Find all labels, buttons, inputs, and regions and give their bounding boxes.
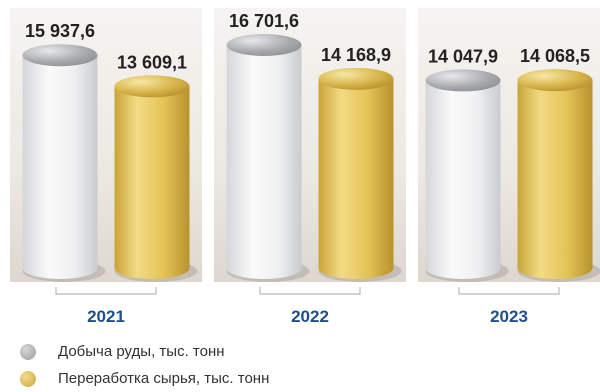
data-label-ore-2023: 14 047,9: [428, 46, 498, 66]
legend-item-processing: Переработка сырья, тыс. тонн: [20, 365, 269, 392]
bar-processing-2021: [115, 75, 198, 282]
chart: 15 937,6 13 609,1 16 701,6 14 168,9 14 047,9…: [0, 0, 600, 335]
bar-processing-2023: [518, 69, 600, 282]
bar-processing-2022: [319, 68, 402, 282]
x-tick-label-2023: 2023: [490, 307, 528, 326]
legend-item-ore: Добыча руды, тыс. тонн: [20, 338, 269, 365]
legend-label-ore: Добыча руды, тыс. тонн: [58, 343, 225, 360]
bar-ore-2023: [426, 69, 509, 282]
year-bracket-2022: [260, 287, 360, 294]
year-bracket-2023: [459, 287, 559, 294]
year-bracket-2021: [56, 287, 156, 294]
bar-ore-2022: [227, 34, 310, 282]
data-label-ore-2021: 15 937,6: [25, 21, 95, 41]
data-label-ore-2022: 16 701,6: [229, 11, 299, 31]
x-tick-label-2021: 2021: [87, 307, 125, 326]
data-label-processing-2021: 13 609,1: [117, 52, 187, 72]
legend-dot-processing: [20, 371, 36, 387]
bar-ore-2021: [23, 44, 106, 282]
x-tick-label-2022: 2022: [291, 307, 329, 326]
data-label-processing-2023: 14 068,5: [520, 46, 590, 66]
data-label-processing-2022: 14 168,9: [321, 45, 391, 65]
legend: Добыча руды, тыс. тонн Переработка сырья…: [20, 338, 269, 392]
legend-dot-ore: [20, 344, 36, 360]
legend-label-processing: Переработка сырья, тыс. тонн: [58, 370, 269, 387]
